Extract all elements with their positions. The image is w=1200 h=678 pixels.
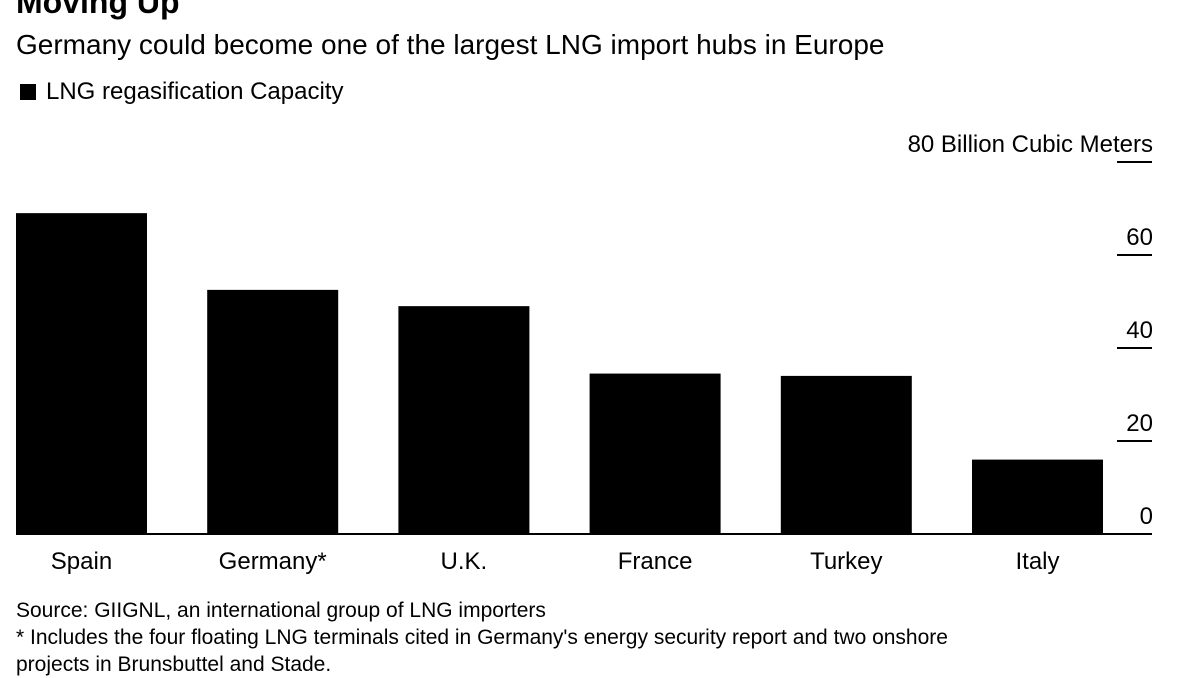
x-tick-label: Italy bbox=[1015, 548, 1059, 575]
bar bbox=[398, 306, 530, 534]
footnote: * Includes the four floating LNG termina… bbox=[16, 624, 948, 678]
footnote-line: projects in Brunsbuttel and Stade. bbox=[16, 653, 332, 676]
legend-swatch bbox=[20, 84, 36, 100]
x-tick-label: France bbox=[618, 548, 693, 575]
footnote-line: * Includes the four floating LNG termina… bbox=[16, 626, 948, 649]
bar bbox=[207, 289, 339, 534]
y-tick-label: 20 bbox=[1126, 410, 1153, 437]
bar bbox=[16, 213, 147, 534]
source-note: Source: GIIGNL, an international group o… bbox=[16, 599, 546, 622]
bar bbox=[972, 459, 1103, 534]
legend: LNG regasification Capacity bbox=[20, 78, 343, 106]
legend-label: LNG regasification Capacity bbox=[46, 78, 344, 105]
chart-subtitle: Germany could become one of the largest … bbox=[16, 29, 885, 60]
footnotes: Source: GIIGNL, an international group o… bbox=[16, 597, 948, 678]
bar bbox=[780, 375, 912, 534]
x-tick-label: U.K. bbox=[441, 548, 488, 575]
x-tick-label: Germany* bbox=[219, 548, 327, 575]
x-tick-label: Turkey bbox=[810, 548, 882, 575]
y-tick-label: 60 bbox=[1126, 224, 1153, 251]
bar-chart: 0 20 40 60 80 Billion Cubic Meters Spain Germa… bbox=[16, 131, 1153, 575]
bar bbox=[589, 373, 721, 534]
y-tick-label: 80 Billion Cubic Meters bbox=[908, 131, 1153, 158]
y-tick-label: 40 bbox=[1126, 317, 1153, 344]
y-tick-label: 0 bbox=[1140, 503, 1153, 530]
chart-title: Moving Up bbox=[16, 0, 180, 20]
x-tick-label: Spain bbox=[51, 548, 112, 575]
